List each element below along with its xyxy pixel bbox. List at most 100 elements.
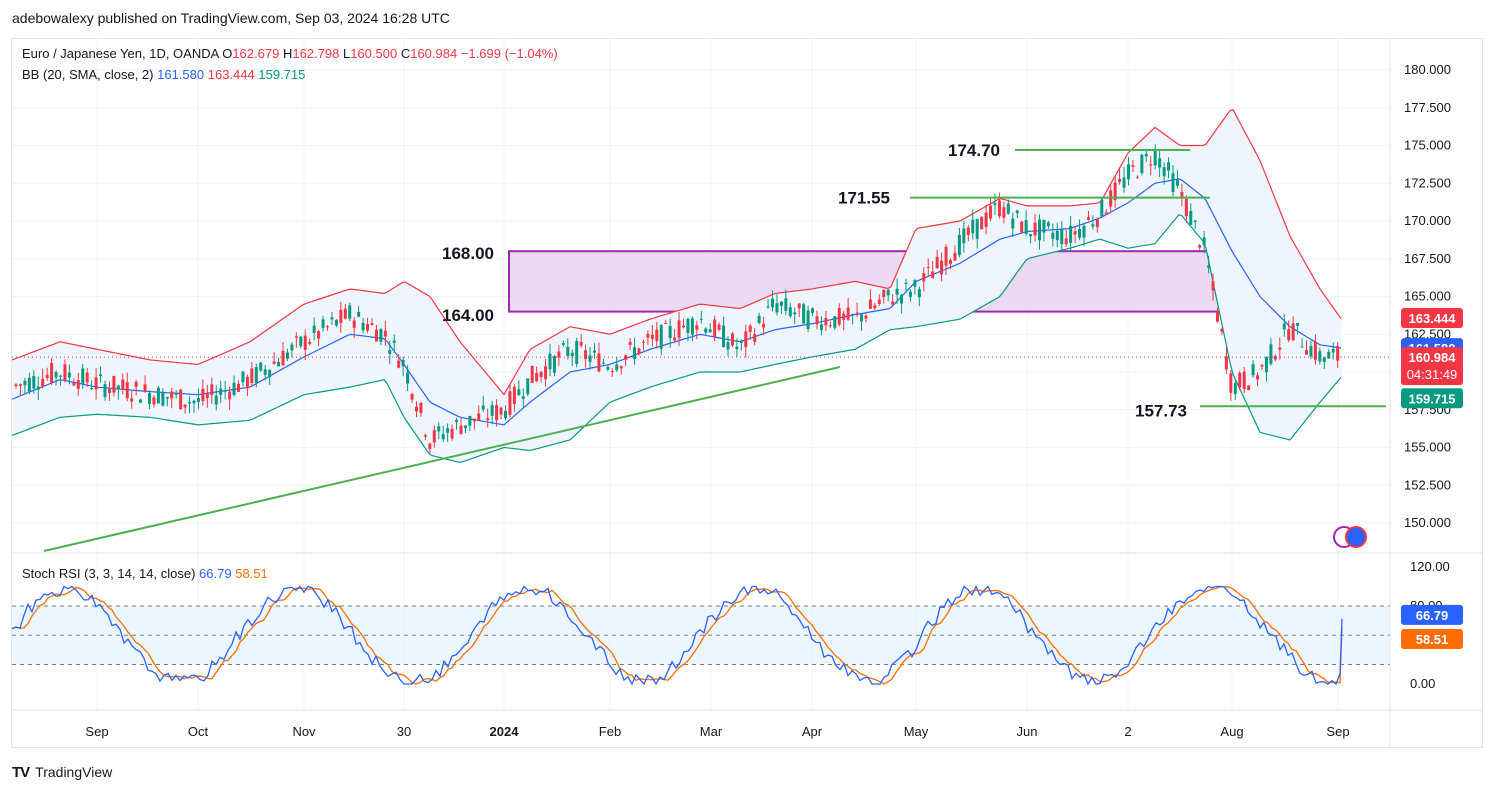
candle-body (1180, 192, 1184, 197)
candle-body (1002, 207, 1006, 218)
candle-body (343, 308, 347, 319)
candle-body (797, 303, 801, 309)
candle-body (708, 329, 712, 333)
candle-body (294, 336, 298, 338)
candle-body (192, 400, 196, 404)
time-tick-label: 30 (397, 724, 411, 739)
badge-stoch-k: 66.79 (1416, 608, 1449, 623)
candle-body (366, 323, 370, 331)
candle-body (437, 426, 441, 432)
tradingview-logo-icon[interactable]: TV (12, 763, 30, 781)
price-tick-label: 155.000 (1404, 440, 1451, 455)
candle-body (1216, 310, 1219, 322)
candle-body (788, 307, 792, 317)
candle-body (477, 413, 481, 421)
price-tick-label: 152.500 (1404, 477, 1451, 492)
candle-body (722, 325, 726, 348)
candle-body (241, 371, 245, 383)
candle-body (1242, 371, 1246, 389)
candle-body (1006, 203, 1010, 214)
candle-body (784, 298, 788, 311)
candle-body (526, 378, 530, 395)
high-value: 162.798 (292, 46, 340, 61)
candle-body (619, 366, 623, 369)
candle-body (1171, 173, 1175, 192)
candle-body (744, 331, 748, 348)
time-tick-label: Sep (85, 724, 108, 739)
candle-body (1038, 219, 1041, 241)
candle-body (682, 325, 685, 328)
candle-body (957, 234, 961, 256)
candle-body (984, 212, 988, 227)
candle-body (971, 219, 975, 234)
candle-body (717, 324, 721, 330)
candle-body (931, 271, 935, 279)
candle-body (819, 324, 823, 331)
chart-frame (11, 38, 1483, 748)
candle-body (317, 331, 321, 339)
candle-body (1135, 177, 1139, 179)
instrument-title: Euro / Japanese Yen, 1D, OANDA (22, 46, 219, 61)
candle-body (989, 205, 993, 219)
candle-body (245, 376, 249, 389)
candle-body (263, 369, 267, 375)
time-tick-label: Sep (1326, 724, 1349, 739)
candle-body (459, 425, 463, 435)
candle-body (1220, 328, 1224, 332)
bb-lower-value: 159.715 (258, 67, 306, 82)
annotation-labels: 174.70 171.55 168.00 164.00 157.73 (442, 141, 1367, 548)
candle-body (1046, 222, 1050, 227)
time-tick-label: Oct (188, 724, 209, 739)
candle-body (935, 256, 939, 269)
candle-body (268, 369, 272, 378)
candle-body (1175, 179, 1179, 186)
candle-body (1251, 364, 1255, 376)
candle-body (1305, 349, 1308, 355)
label-164: 164.00 (442, 306, 494, 325)
candle-body (891, 301, 895, 305)
candle-body (334, 319, 338, 326)
candle-body (1287, 329, 1291, 341)
candle-body (165, 396, 169, 399)
candle-body (677, 320, 681, 338)
candle-body (793, 312, 797, 315)
candle-body (1158, 158, 1162, 168)
candle-body (628, 342, 632, 345)
footer-brand[interactable]: TradingView (35, 764, 113, 780)
stoch-d-line (11, 586, 1343, 685)
candle-body (548, 353, 552, 370)
change-value: −1.699 (−1.04%) (460, 46, 558, 61)
badge-upper: 163.444 (1409, 311, 1457, 326)
time-tick-label: May (904, 724, 929, 739)
candle-body (392, 340, 396, 343)
candle-body (953, 252, 957, 261)
candle-body (512, 386, 516, 404)
candle-body (410, 393, 414, 400)
price-tick-label: 175.000 (1404, 138, 1451, 153)
candle-body (201, 388, 205, 402)
candle-body (277, 361, 281, 367)
candle-body (508, 391, 512, 415)
candle-body (1078, 228, 1082, 238)
candle-body (561, 343, 565, 345)
candle-body (23, 380, 27, 386)
candle-body (1011, 218, 1015, 229)
candle-body (321, 319, 325, 328)
candle-body (570, 352, 574, 357)
badge-stoch-d-bg (1401, 628, 1463, 649)
stoch-legend: Stoch RSI (3, 3, 14, 14, close) 66.79 58… (22, 566, 268, 581)
candle-body (196, 398, 200, 403)
price-tick-label: 180.000 (1404, 62, 1451, 77)
candle-body (90, 388, 94, 390)
price-tick-label: 167.500 (1404, 251, 1451, 266)
candle-body (686, 318, 690, 333)
candle-body (290, 344, 294, 351)
badge-stoch-d: 58.51 (1416, 632, 1449, 647)
candle-body (441, 434, 445, 440)
publisher-line: adebowalexy published on TradingView.com… (12, 10, 450, 26)
candle-body (312, 325, 316, 333)
candle-body (490, 404, 494, 416)
candle-body (713, 319, 717, 337)
candle-body (370, 323, 374, 325)
